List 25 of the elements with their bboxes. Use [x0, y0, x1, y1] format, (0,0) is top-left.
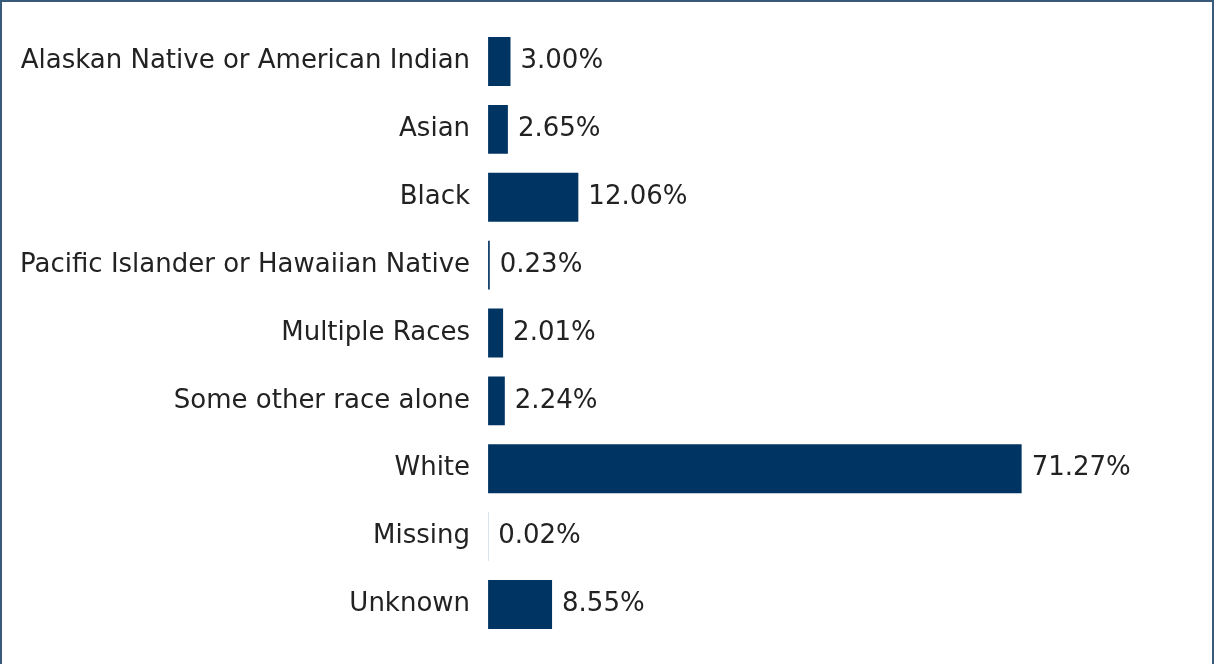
data-label: 71.27% — [1031, 451, 1131, 482]
y-tick-label: Missing — [373, 519, 471, 550]
bar — [488, 444, 1022, 494]
y-tick-label: Pacific Islander or Hawaiian Native — [19, 247, 471, 278]
data-label: 2.24% — [514, 383, 598, 414]
data-label: 8.55% — [562, 587, 645, 618]
bar — [488, 172, 579, 222]
y-tick-label: Alaskan Native or American Indian — [20, 44, 471, 75]
bar — [488, 580, 553, 629]
bar — [488, 104, 508, 154]
data-label: 2.01% — [513, 315, 596, 346]
bar — [488, 37, 511, 86]
data-label: 0.02% — [498, 519, 581, 550]
data-label: 2.65% — [517, 112, 601, 143]
data-label: 3.00% — [520, 44, 604, 75]
y-tick-label: Black — [399, 180, 471, 211]
y-tick-label: Multiple Races — [281, 315, 471, 346]
bar — [488, 376, 505, 426]
y-tick-label: Unknown — [349, 587, 471, 618]
data-label: 0.23% — [499, 247, 583, 278]
y-tick-label: White — [394, 451, 471, 482]
y-tick-label: Asian — [399, 112, 471, 143]
y-tick-label: Some other race alone — [173, 383, 471, 414]
bar — [488, 308, 504, 358]
data-label: 12.06% — [588, 180, 688, 211]
